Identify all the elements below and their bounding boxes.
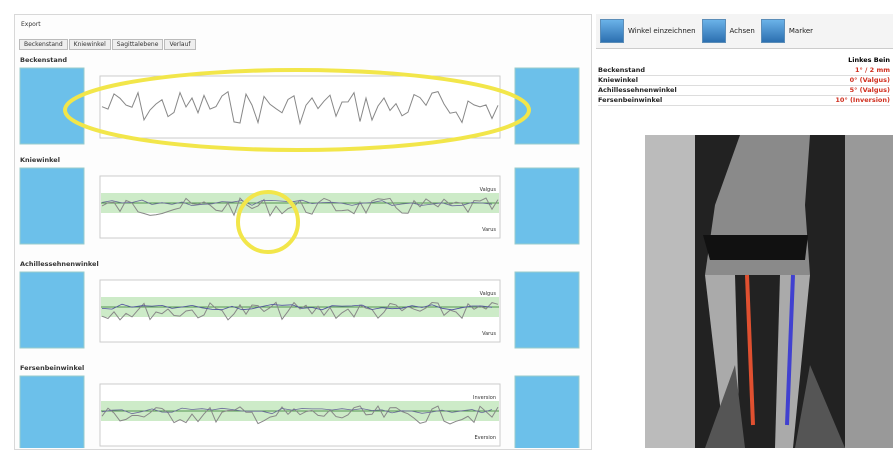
highlight-overlay [0, 0, 893, 448]
app-window: Export BeckenstandKniewinkelSagittaleben… [0, 0, 893, 448]
highlight-ellipse [65, 70, 529, 150]
highlight-circle [238, 192, 298, 252]
